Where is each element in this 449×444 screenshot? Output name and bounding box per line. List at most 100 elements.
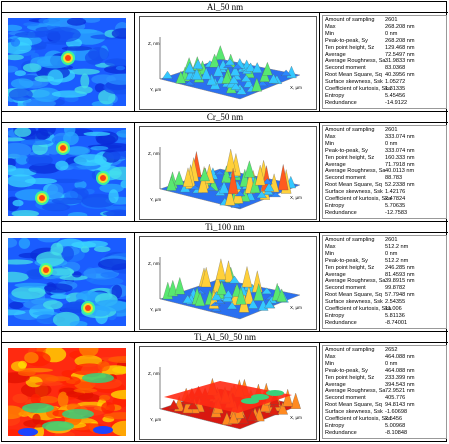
surface-plot: Z, nm Y, µm X, µm — [139, 236, 317, 330]
stat-value: 52.2338 nm — [385, 182, 415, 189]
surface-peak — [192, 59, 204, 70]
surface-peak — [201, 67, 212, 80]
surface-peak — [241, 266, 253, 288]
surface-plot: Z, nm Y, µm X, µm — [139, 126, 317, 220]
statistics-table: Amount of sampling 2601 Max 268.208 nm Min 0 … — [322, 15, 447, 109]
surface-peak — [244, 160, 255, 178]
surface-plot-cell: Z, nm Y, µm X, µm — [135, 13, 320, 111]
stat-label: Peak-to-peak, Sy — [325, 37, 368, 44]
stat-label: Surface skewness, Ssk — [325, 409, 383, 416]
stat-label: Average Roughness, Sa — [325, 278, 386, 285]
height-map-tick-labels — [2, 348, 8, 436]
stat-label: Min — [325, 140, 335, 147]
z-axis-label: Z, nm — [148, 371, 160, 376]
surface-peak — [184, 62, 195, 73]
stat-label: Peak-to-peak, Sy — [325, 367, 368, 374]
surface-peak — [247, 299, 259, 309]
surface-peak — [268, 404, 279, 416]
stat-label: Surface skewness, Ssk — [325, 189, 383, 196]
stat-label: Entropy — [325, 202, 345, 209]
stat-value: 464.088 nm — [385, 367, 415, 374]
surface-peak — [182, 167, 194, 187]
surface-peak — [251, 77, 262, 92]
panel-row: Z, nm Y, µm X, µm Amount of sampling 2601 Max… — [2, 233, 448, 331]
stat-value: 0 nm — [385, 360, 398, 367]
stat-label: Redundance — [325, 209, 357, 216]
row-divider — [2, 331, 448, 332]
stat-value: -14.9122 — [385, 99, 408, 106]
stat-value: 0 nm — [385, 30, 398, 37]
stat-label: Coefficient of kurtosis, Ska — [325, 306, 392, 312]
surface-peak — [215, 45, 226, 60]
stat-label: Entropy — [325, 422, 345, 429]
stat-label: Amount of sampling — [325, 347, 375, 353]
height-map-cell — [2, 233, 135, 331]
height-map-cell — [2, 123, 135, 221]
surface-peak — [216, 280, 227, 295]
surface-peak — [230, 65, 241, 76]
stat-label: Entropy — [325, 92, 345, 99]
surface-peak — [268, 73, 279, 84]
surface-peak — [264, 299, 275, 309]
row-divider — [2, 111, 448, 112]
statistics-cell: Amount of sampling 2652 Max 464.088 nm Min 0 … — [320, 343, 448, 441]
stat-value: 39.8915 nm — [385, 278, 415, 285]
y-axis-label: Y, µm — [150, 197, 162, 202]
stat-value: 5.81136 — [385, 312, 405, 319]
surface-peak — [262, 178, 273, 185]
stat-label: Amount of sampling — [325, 127, 375, 133]
height-map — [8, 238, 126, 326]
stat-label: Root Mean Square, Sq — [325, 292, 382, 299]
surface-peak — [239, 168, 250, 187]
surface-peak — [236, 85, 247, 95]
height-map-cell — [2, 343, 135, 441]
surface-peak — [261, 287, 273, 295]
surface-peak — [224, 186, 236, 206]
surface-peak — [247, 408, 258, 421]
height-map-cell — [2, 13, 135, 111]
statistics-table: Amount of sampling 2601 Max 333.074 nm Min 0 … — [322, 125, 447, 219]
statistics-cell: Amount of sampling 2601 Max 268.208 nm Min 0 … — [320, 13, 448, 111]
stat-value: 71.7918 nm — [385, 161, 415, 168]
surface-peak — [191, 68, 202, 80]
panel-title: Cr_50 nm — [2, 112, 448, 123]
height-map-tick-labels — [2, 238, 8, 326]
surface-peak — [166, 176, 177, 191]
surface-peak — [223, 62, 234, 68]
stat-value: 94.8143 nm — [385, 402, 415, 409]
surface-peak — [254, 407, 265, 422]
stat-value: 2601 — [385, 17, 398, 23]
panel-title: Ti_100 nm — [2, 222, 448, 233]
height-map — [8, 128, 126, 216]
surface-peak — [194, 291, 206, 307]
height-map-tick-labels — [2, 18, 8, 106]
stat-label: Average — [325, 381, 346, 388]
stat-label: Surface skewness, Ssk — [325, 79, 383, 86]
surface-peak — [205, 185, 217, 191]
panel-title: Al_50 nm — [2, 2, 448, 13]
stat-label: Max — [325, 23, 336, 30]
surface-peak — [245, 62, 256, 72]
surface-plot: Z, nm Y, µm X, µm — [139, 346, 317, 440]
stat-value: -8.74001 — [385, 319, 408, 326]
stat-label: Ten point height, Sz — [325, 44, 375, 51]
stat-value: 72.5497 nm — [385, 51, 415, 58]
statistics-table: Amount of sampling 2601 Max 512.2 nm Min 0 nm… — [322, 235, 447, 329]
stat-value: 512.2 nm — [385, 243, 409, 250]
stat-value: 5.70635 — [385, 202, 406, 209]
stat-label: Ten point height, Sz — [325, 154, 375, 161]
surface-peak — [228, 410, 239, 424]
stat-value: 2.54355 — [385, 299, 406, 306]
surface-peak — [221, 70, 233, 84]
stat-value: 88.783 — [385, 175, 403, 182]
surface-plot-cell: Z, nm Y, µm X, µm — [135, 233, 320, 331]
surface-peak — [209, 53, 220, 68]
surface-peak — [213, 64, 224, 77]
stat-value: 31.9833 nm — [385, 58, 415, 65]
y-axis-label: Y, µm — [150, 417, 162, 422]
surface-plot-cell: Z, nm Y, µm X, µm — [135, 123, 320, 221]
stat-label: Peak-to-peak, Sy — [325, 257, 368, 264]
stat-label: Entropy — [325, 312, 345, 319]
stat-value: 5.45456 — [385, 92, 406, 99]
surface-valley — [241, 398, 259, 404]
